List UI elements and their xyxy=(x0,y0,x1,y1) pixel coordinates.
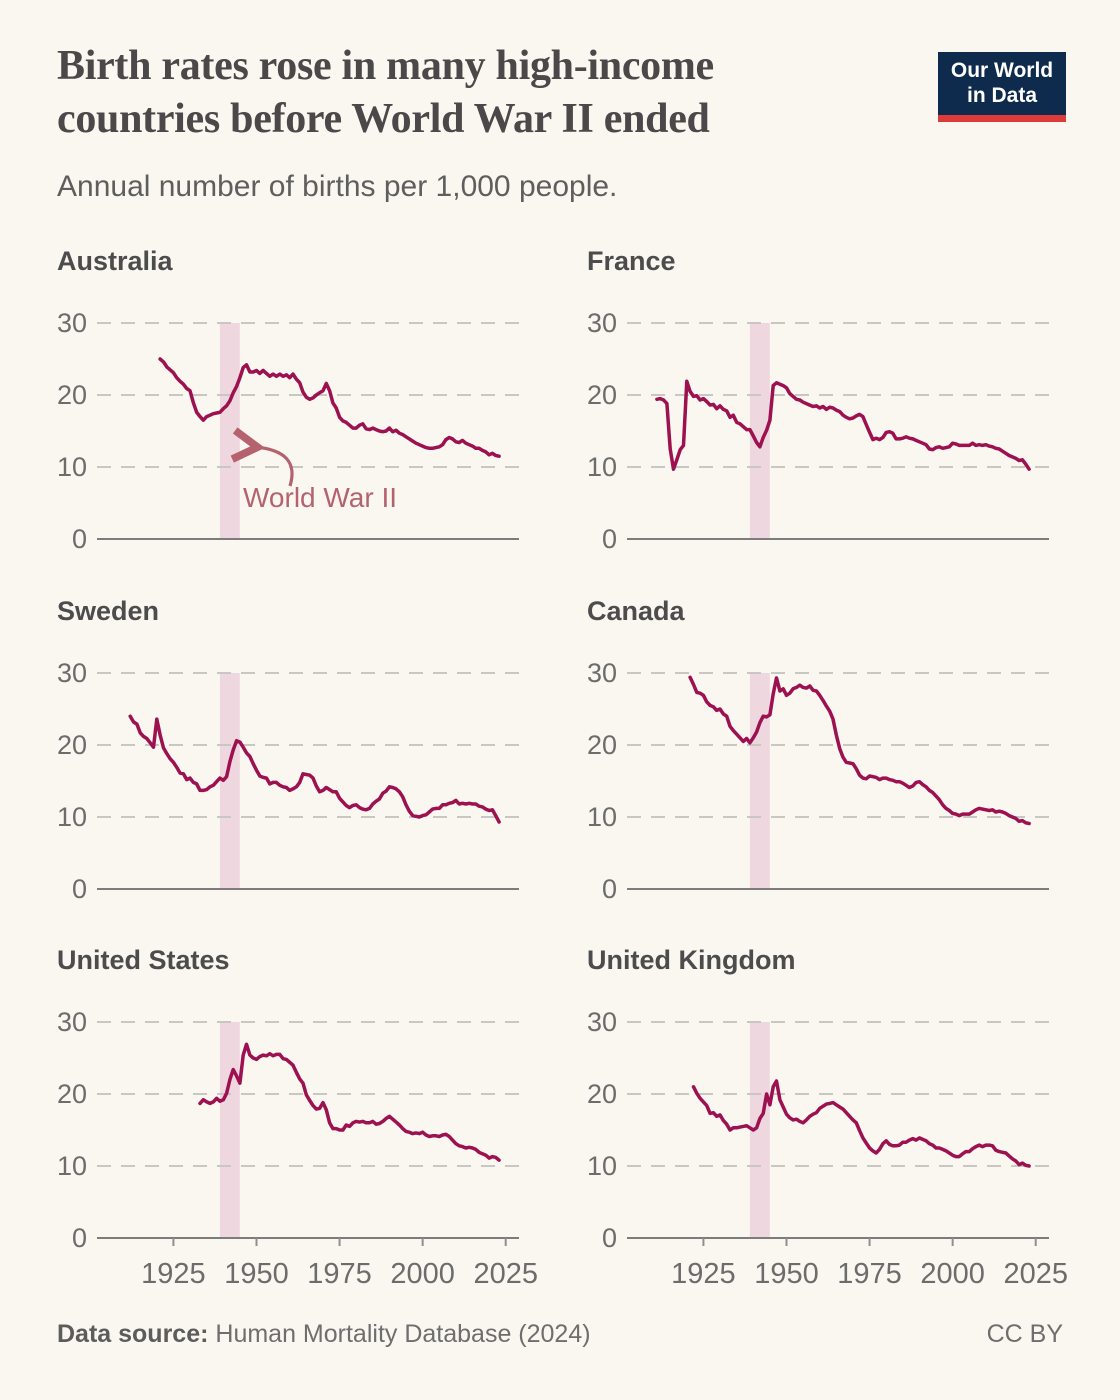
ww2-band xyxy=(749,673,770,889)
x-tick-label: 2025 xyxy=(473,1258,538,1290)
birth-rate-line xyxy=(688,675,1031,826)
x-tick-label: 1975 xyxy=(307,1258,372,1290)
y-tick-label: 20 xyxy=(57,1079,87,1109)
x-tick-label: 2000 xyxy=(920,1258,985,1290)
figure-title-line1: Birth rates rose in many high-income xyxy=(57,43,714,89)
panel-title-united-states: United States xyxy=(57,945,230,975)
data-source-label: Data source: xyxy=(57,1320,209,1348)
plot-france: 0 10 20 30 xyxy=(587,308,1049,554)
birth-rate-line xyxy=(158,357,501,458)
y-tick-label: 20 xyxy=(587,730,617,760)
y-tick-label: 30 xyxy=(57,658,87,688)
owid-logo: Our World in Data xyxy=(938,52,1066,122)
y-tick-label: 20 xyxy=(57,730,87,760)
plot-united-states: 0 10 20 30 1925 1950 1975 2000 2025 xyxy=(57,1007,538,1290)
panel-united-states: United States 0 10 20 30 1925 1950 1975 2000 202… xyxy=(40,945,538,1299)
data-source: Data source: Human Mortality Database (2… xyxy=(57,1320,591,1349)
plot-canada: 0 10 20 30 xyxy=(587,658,1049,904)
ww2-annotation-label: World War II xyxy=(243,482,397,513)
ww2-band xyxy=(749,323,770,539)
panel-sweden: Sweden 0 10 20 30 xyxy=(40,596,530,904)
license-badge: CC BY xyxy=(986,1320,1063,1348)
y-tick-label: 0 xyxy=(72,1223,87,1253)
x-tick-label: 1975 xyxy=(837,1258,902,1290)
y-tick-label: 20 xyxy=(587,380,617,410)
plot-australia: 0 10 20 30 World War II xyxy=(57,308,519,554)
y-tick-label: 30 xyxy=(57,308,87,338)
y-tick-label: 0 xyxy=(602,874,617,904)
y-tick-label: 30 xyxy=(587,308,617,338)
figure-title: Birth rates rose in many high-income cou… xyxy=(57,40,937,146)
y-tick-label: 20 xyxy=(57,380,87,410)
y-tick-label: 30 xyxy=(57,1007,87,1037)
birth-rate-line xyxy=(198,1042,501,1162)
y-tick-label: 10 xyxy=(587,1151,617,1181)
birth-rate-line xyxy=(691,1079,1031,1168)
panel-united-kingdom: United Kingdom 0 10 20 30 1925 1950 1975 2000 20… xyxy=(570,945,1068,1299)
panel-title-australia: Australia xyxy=(57,246,173,276)
ww2-annotation-arrow xyxy=(230,427,294,487)
panel-france: France 0 10 20 30 xyxy=(570,246,1060,554)
panel-australia: Australia 0 10 20 30 World War II xyxy=(40,246,530,554)
y-tick-label: 10 xyxy=(57,452,87,482)
x-tick-label: 1950 xyxy=(754,1258,819,1290)
figure-title-line2: countries before World War II ended xyxy=(57,96,710,142)
data-source-value: Human Mortality Database (2024) xyxy=(208,1320,591,1348)
panel-title-sweden: Sweden xyxy=(57,596,160,626)
y-tick-label: 10 xyxy=(587,802,617,832)
panel-title-france: France xyxy=(587,246,676,276)
y-tick-label: 10 xyxy=(587,452,617,482)
figure-subtitle: Annual number of births per 1,000 people… xyxy=(57,170,618,203)
y-tick-label: 0 xyxy=(72,524,87,554)
x-tick-label: 2025 xyxy=(1003,1258,1068,1290)
x-tick-label: 1950 xyxy=(224,1258,289,1290)
birth-rate-line xyxy=(655,379,1031,471)
plot-sweden: 0 10 20 30 xyxy=(57,658,519,904)
y-tick-label: 0 xyxy=(602,524,617,554)
y-tick-label: 30 xyxy=(587,1007,617,1037)
owid-logo-line2: in Data xyxy=(966,84,1037,107)
y-tick-label: 10 xyxy=(57,1151,87,1181)
panel-title-united-kingdom: United Kingdom xyxy=(587,945,796,975)
owid-logo-line1: Our World xyxy=(950,59,1054,82)
plot-united-kingdom: 0 10 20 30 1925 1950 1975 2000 2025 xyxy=(587,1007,1068,1290)
ww2-band xyxy=(219,323,240,539)
ww2-band xyxy=(749,1022,770,1238)
y-tick-label: 30 xyxy=(587,658,617,688)
y-tick-label: 10 xyxy=(57,802,87,832)
y-tick-label: 0 xyxy=(602,1223,617,1253)
x-tick-label: 2000 xyxy=(390,1258,455,1290)
x-tick-label: 1925 xyxy=(141,1258,206,1290)
y-tick-label: 0 xyxy=(72,874,87,904)
birth-rate-line xyxy=(128,714,501,824)
x-tick-label: 1925 xyxy=(671,1258,736,1290)
y-tick-label: 20 xyxy=(587,1079,617,1109)
panel-title-canada: Canada xyxy=(587,596,685,626)
ww2-band xyxy=(219,1022,240,1238)
panel-canada: Canada 0 10 20 30 xyxy=(570,596,1060,904)
ww2-band xyxy=(219,673,240,889)
